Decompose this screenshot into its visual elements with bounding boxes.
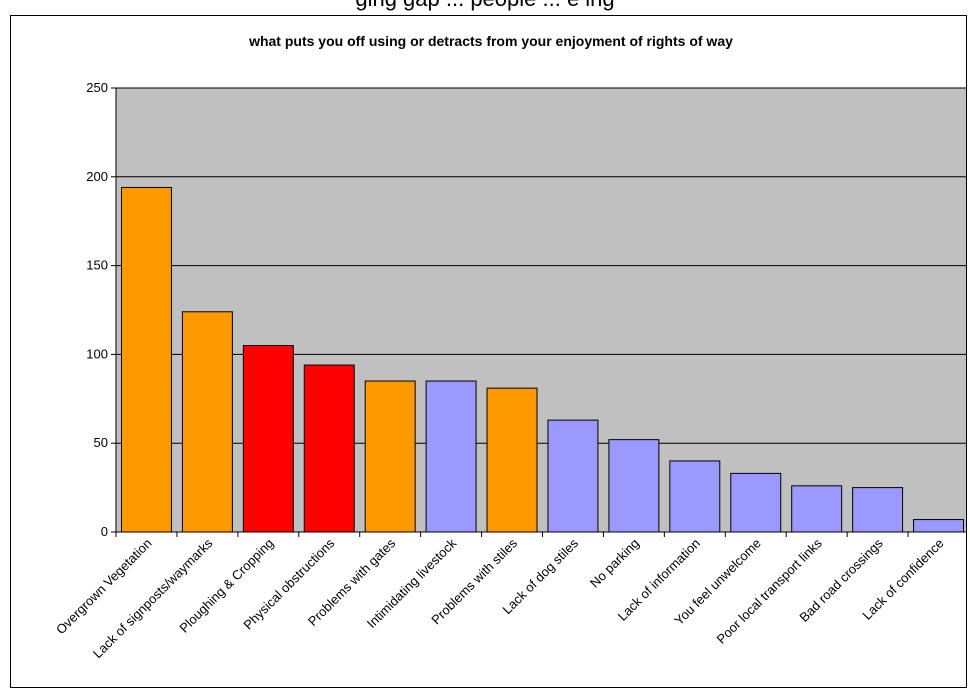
y-tick-label: 150	[86, 258, 108, 273]
bar	[303, 364, 355, 533]
x-category-label: Poor local transport links	[714, 535, 826, 647]
bar	[913, 519, 965, 533]
y-tick-label: 50	[94, 435, 108, 450]
bar	[486, 387, 538, 533]
y-tick-label: 0	[101, 524, 108, 539]
bar	[364, 380, 416, 533]
bar	[669, 460, 721, 533]
bar	[120, 186, 172, 533]
bar	[791, 485, 843, 533]
y-tick-label: 100	[86, 346, 108, 361]
bar-chart: what puts you off using or detracts from…	[53, 33, 966, 661]
bar	[425, 380, 477, 533]
bar	[547, 419, 599, 533]
x-category-label: No parking	[587, 536, 642, 591]
chart-frame: what puts you off using or detracts from…	[10, 15, 967, 688]
y-tick-label: 200	[86, 169, 108, 184]
chart-title: what puts you off using or detracts from…	[248, 33, 733, 49]
bar	[181, 311, 233, 533]
y-tick-label: 250	[86, 80, 108, 95]
bar	[608, 439, 660, 533]
x-category-label: Lack of signposts/waymarks	[90, 535, 216, 661]
bar	[242, 345, 294, 533]
bar	[852, 487, 904, 533]
bar	[730, 472, 782, 533]
partial-heading-text: ging gap ... people ... e ing	[0, 0, 970, 12]
